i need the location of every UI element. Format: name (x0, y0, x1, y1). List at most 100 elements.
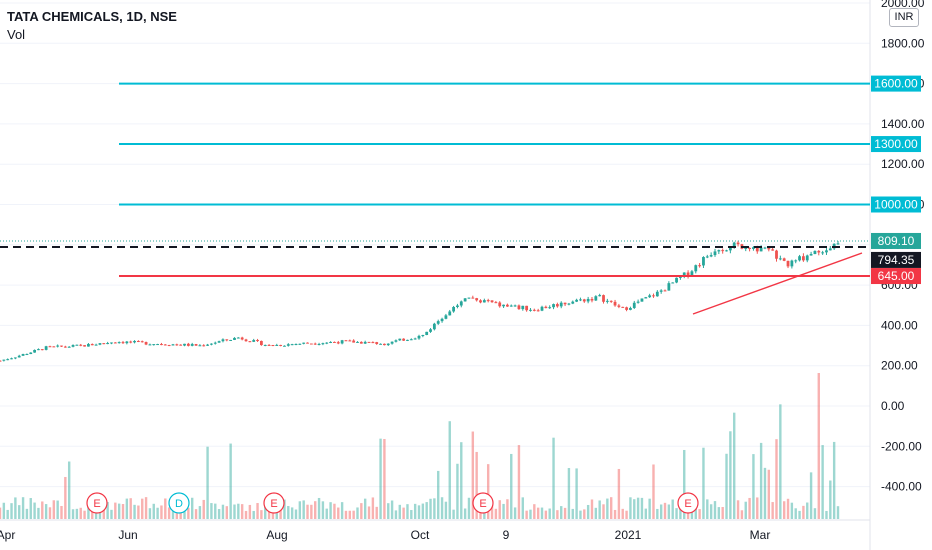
candle-body (87, 344, 90, 347)
candle-body (321, 343, 325, 345)
candle-body (659, 290, 663, 292)
candle-body (521, 305, 525, 310)
volume-bar (325, 508, 328, 519)
candle-body (728, 246, 732, 251)
volume-bar (252, 510, 255, 519)
candle-body (379, 343, 382, 345)
horizontal-levels[interactable] (0, 82, 870, 278)
candle-body (294, 344, 298, 345)
candle-body (582, 299, 586, 302)
candle-body (244, 339, 248, 342)
volume-bar (521, 497, 524, 519)
candle-body (217, 341, 221, 343)
candle-body (767, 247, 771, 250)
candle-body (202, 345, 206, 347)
volume-bar (790, 502, 794, 519)
candle-body (252, 340, 256, 342)
candle-body (121, 342, 125, 344)
candle-body (586, 298, 590, 302)
volume-bar (164, 498, 167, 519)
volume-bar (329, 502, 332, 519)
currency-badge[interactable]: INR (889, 8, 919, 27)
candle-body (748, 247, 751, 249)
event-marker-label: D (175, 498, 183, 510)
volume-bar (413, 503, 417, 519)
symbol-title[interactable]: TATA CHEMICALS, 1D, NSE (7, 9, 177, 24)
volume-bar (825, 510, 828, 519)
price-badges: 1600.00 1300.00 1000.00 645.00 809.10 794.35 (871, 75, 921, 285)
candle-body (75, 344, 79, 346)
candle-body (509, 305, 513, 307)
time-axis[interactable]: Apr Jun Aug Oct 9 2021 Mar (0, 528, 770, 542)
event-marker-earnings (472, 492, 494, 514)
volume-bar (260, 510, 263, 519)
volume-bar (594, 507, 598, 519)
volume-bar (229, 443, 232, 519)
volume-bar (14, 497, 17, 519)
candle-body (694, 265, 698, 272)
volume-bar (506, 499, 509, 519)
volume-bar (636, 497, 640, 519)
volume-bar (821, 445, 824, 519)
candle-body (778, 258, 782, 260)
candle-body (94, 344, 98, 346)
candle-body (56, 345, 60, 347)
volume-bar (10, 503, 13, 519)
candle-body (579, 299, 582, 301)
level-badge-label-645: 645.00 (878, 269, 915, 283)
candle-body (402, 338, 406, 341)
candle-body (40, 349, 44, 351)
candle-body (136, 340, 140, 342)
volume-bar (367, 506, 371, 519)
volume-bar (217, 509, 221, 519)
candle-body (160, 344, 163, 346)
volume-bar (398, 504, 401, 519)
candle-body (675, 277, 678, 283)
candle-body (425, 331, 429, 336)
candle-body (48, 346, 52, 348)
candle-body (406, 339, 409, 341)
candle-body (52, 346, 56, 348)
candle-body (663, 290, 667, 292)
candle-body (6, 359, 10, 361)
candle-body (421, 335, 425, 337)
volume-bar (360, 503, 363, 519)
volume-bar (267, 507, 271, 519)
candle-body (732, 242, 736, 247)
candle-body (44, 346, 48, 350)
event-marker-earnings (263, 492, 285, 514)
candle-body (0, 360, 2, 362)
trendline-segment (692, 252, 863, 315)
candle-body (256, 340, 259, 342)
price-tick: -200.00 (881, 439, 922, 453)
volume-bar (390, 500, 394, 519)
candle-body (513, 305, 517, 307)
candle-body (33, 349, 36, 353)
candle-body (240, 337, 244, 340)
volume-bar (317, 497, 321, 519)
price-candles (0, 240, 840, 362)
volume-bar (160, 505, 163, 519)
volume-bar (348, 510, 352, 519)
event-marker-label: E (684, 498, 691, 510)
candle-body (225, 339, 229, 341)
volume-bar (194, 509, 198, 519)
current-price-badge (871, 232, 921, 249)
volume-bar (37, 507, 40, 519)
candle-body (517, 305, 521, 310)
volume-bar (498, 500, 501, 519)
volume-bar (321, 501, 325, 519)
volume-bar (175, 509, 179, 519)
candle-body (71, 345, 75, 347)
candle-body (333, 341, 336, 343)
volume-bar (394, 510, 398, 519)
candle-body (125, 341, 129, 344)
volume-bar (460, 442, 463, 519)
candle-body (344, 340, 348, 342)
volume-bar (25, 508, 29, 519)
trendline[interactable] (692, 252, 863, 315)
volume-label[interactable]: Vol (7, 27, 26, 42)
price-tick: -400.00 (881, 480, 922, 494)
